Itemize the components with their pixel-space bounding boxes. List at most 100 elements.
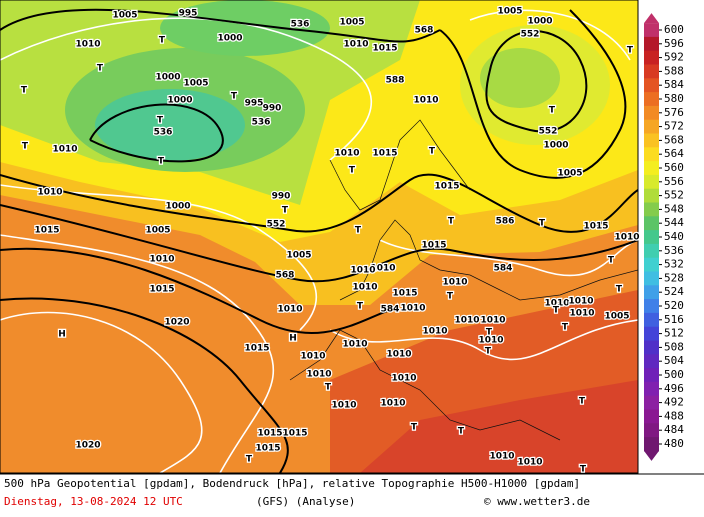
legend-swatch: [644, 161, 659, 176]
legend-label: 544: [664, 216, 684, 229]
map-label: 1010: [350, 266, 375, 276]
legend-label: 568: [664, 133, 684, 146]
legend-label: 592: [664, 51, 684, 64]
map-label: T: [485, 347, 492, 357]
map-label: T: [282, 206, 289, 216]
map-label: T: [349, 166, 356, 176]
map-label: 1015: [372, 44, 397, 54]
legend-label: 564: [664, 147, 684, 160]
map-label: T: [325, 383, 332, 393]
legend-swatch: [644, 174, 659, 190]
map-label: 1010: [454, 316, 479, 326]
map-label: 1005: [183, 79, 208, 89]
map-label: T: [447, 292, 454, 302]
legend-label: 572: [664, 120, 684, 133]
map-label: 552: [539, 127, 558, 137]
legend-swatch: [644, 243, 659, 259]
legend-swatch: [644, 285, 659, 300]
map-label: 1010: [306, 370, 331, 380]
map-label: T: [22, 142, 29, 152]
map-label: 990: [263, 104, 282, 114]
legend-label: 524: [664, 285, 684, 298]
map-label: 1000: [167, 96, 192, 106]
map-label: 1015: [255, 444, 280, 454]
legend-label: 504: [664, 354, 684, 367]
legend-label: 516: [664, 313, 684, 326]
legend-swatch: [644, 23, 659, 38]
legend-label: 512: [664, 327, 684, 340]
legend-label: 552: [664, 189, 684, 202]
legend-label: 488: [664, 409, 684, 422]
map-label: 1015: [421, 241, 446, 251]
map-label: 1010: [300, 352, 325, 362]
map-label: 1015: [434, 182, 459, 192]
map-label: T: [579, 397, 586, 407]
legend-label: 576: [664, 106, 684, 119]
legend-label: 508: [664, 340, 684, 353]
legend-arrow-top: [644, 13, 659, 24]
map-label: T: [553, 306, 560, 316]
legend-label: 484: [664, 423, 684, 436]
legend-label: 496: [664, 382, 684, 395]
map-label: 1010: [400, 304, 425, 314]
map-label: 1010: [391, 374, 416, 384]
map-label: 568: [276, 271, 295, 281]
map-label: 1015: [282, 429, 307, 439]
legend-label: 548: [664, 202, 684, 215]
map-label: T: [549, 106, 556, 116]
map-label: 1010: [386, 350, 411, 360]
map-label: 1015: [372, 149, 397, 159]
legend-swatch: [644, 50, 659, 65]
legend-swatch: [644, 437, 659, 452]
legend-label: 532: [664, 258, 684, 271]
map-label: 1010: [343, 40, 368, 50]
legend-swatch: [644, 257, 659, 272]
map-label: 1005: [604, 312, 629, 322]
map-label: 1010: [52, 145, 77, 155]
map-label: T: [357, 302, 364, 312]
map-label: 1010: [614, 233, 639, 243]
map-frame: [0, 0, 639, 474]
legend-swatch: [644, 78, 659, 93]
map-label: 586: [496, 217, 515, 227]
legend-swatch: [644, 216, 659, 231]
legend-swatch: [644, 188, 659, 203]
legend-swatch: [644, 202, 659, 217]
legend-swatch: [644, 133, 659, 148]
map-label: 1010: [569, 309, 594, 319]
map-label: 584: [381, 305, 400, 315]
legend-label: 560: [664, 161, 684, 174]
map-label: 1005: [557, 169, 582, 179]
legend-swatch: [644, 423, 659, 438]
map-label: 1010: [352, 283, 377, 293]
map-label: 1010: [422, 327, 447, 337]
map-label: 1010: [413, 96, 438, 106]
footer-copyright: © www.wetter3.de: [484, 495, 590, 508]
map-label: 1010: [37, 188, 62, 198]
map-label: T: [448, 217, 455, 227]
legend-swatch: [644, 299, 659, 314]
legend-label: 600: [664, 23, 684, 36]
map-label: 536: [291, 20, 310, 30]
legend-swatch: [644, 64, 659, 79]
map-label: 584: [494, 264, 513, 274]
legend-swatch: [644, 368, 659, 383]
map-label: 1005: [339, 18, 364, 28]
map-label: T: [21, 86, 28, 96]
legend-label: 480: [664, 437, 684, 450]
map-label: T: [355, 226, 362, 236]
map-label: T: [458, 427, 465, 437]
footer-title: 500 hPa Geopotential [gpdam], Bodendruck…: [4, 477, 580, 490]
map-label: T: [231, 92, 238, 102]
map-label: T: [97, 64, 104, 74]
legend-label: 580: [664, 92, 684, 105]
map-label: 990: [272, 192, 291, 202]
map-label: T: [246, 455, 253, 465]
map-label: 1005: [145, 226, 170, 236]
legend-label: 596: [664, 37, 684, 50]
legend-swatch: [644, 395, 659, 410]
map-label: 995: [179, 9, 198, 19]
map-label: 1000: [165, 202, 190, 212]
map: [0, 0, 638, 473]
